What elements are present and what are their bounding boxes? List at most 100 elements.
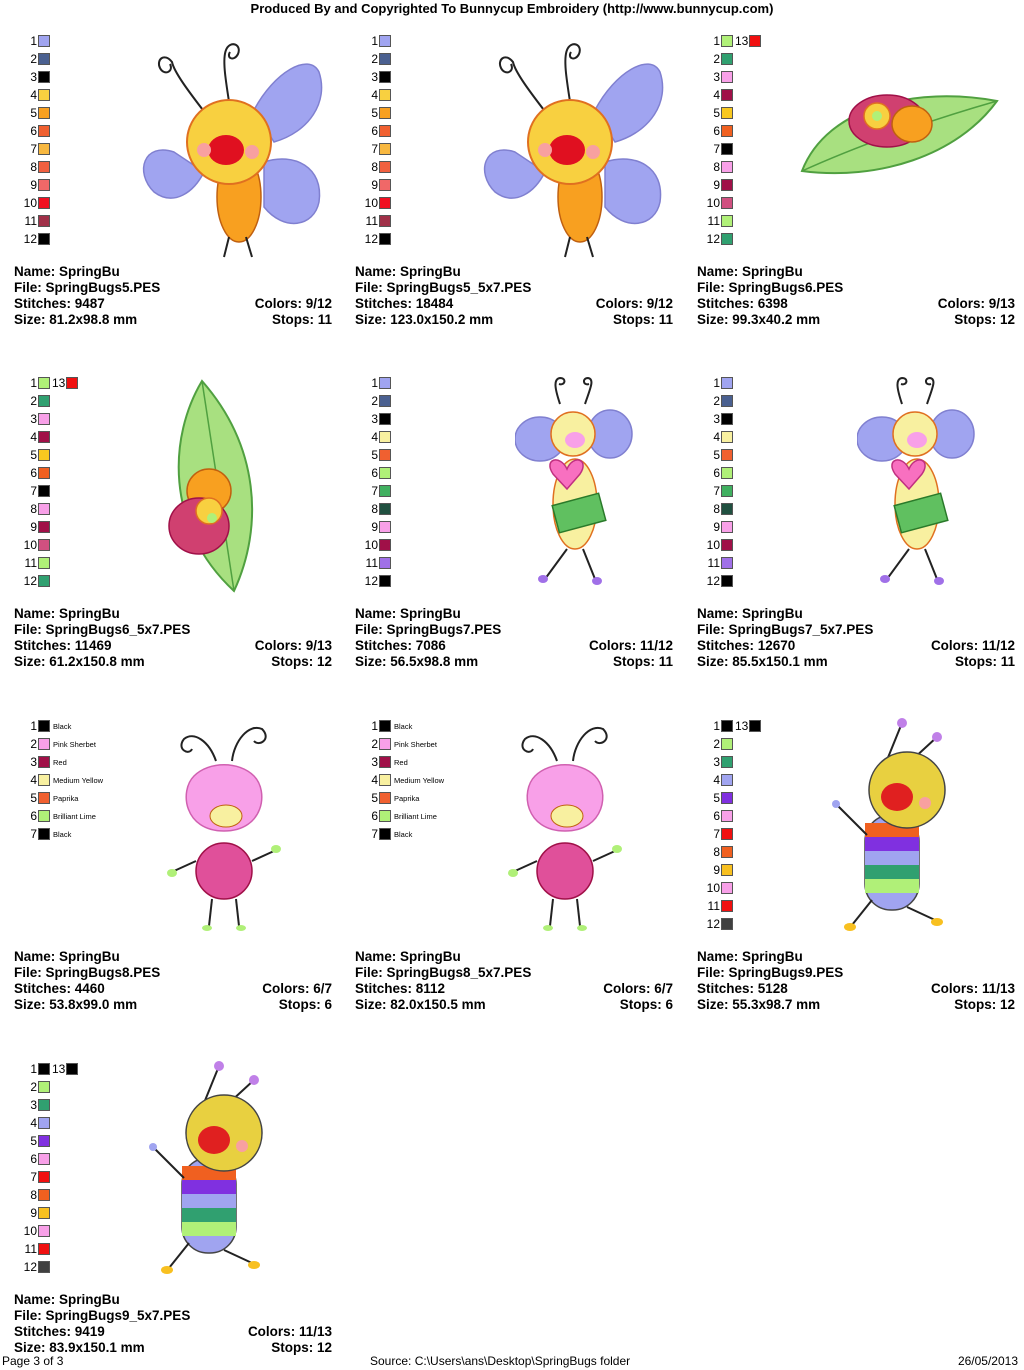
file-name-label: File: [14,622,46,637]
palette-row: 8 [701,500,733,518]
color-index: 12 [364,574,378,588]
color-swatch [379,53,391,65]
palette-row: 4 [18,428,50,446]
design-card: 1 2 3 4 5 6 7 8 9 10 11 12 Name: SpringBu File: Spri… [697,366,1017,696]
stop-count-value: 12 [316,654,332,669]
file-name-line: File: SpringBugs9_5x7.PES [14,1308,332,1324]
stop-count-field: Stops: 12 [271,654,332,670]
stitch-count-line: Stitches: 9487 Colors: 9/12 [14,296,332,312]
palette-row: 2 [701,50,733,68]
thread-name: Paprika [53,793,79,803]
color-index: 3 [713,755,720,769]
palette-row: 9 [18,176,50,194]
thread-name: Brilliant Lime [394,811,437,821]
color-swatch [721,431,733,443]
palette-row: 8 [18,1186,50,1204]
color-swatch [379,143,391,155]
color-swatch [379,449,391,461]
stitch-count-value: 11469 [74,638,112,653]
extra-color-swatch [66,1063,79,1075]
color-index: 10 [364,196,378,210]
color-count-value: 9/13 [988,296,1015,311]
file-name-line: File: SpringBugs5_5x7.PES [355,280,673,296]
color-swatch [38,143,50,155]
stop-count-label: Stops: [954,997,1000,1012]
color-count-value: 11/13 [981,981,1015,996]
color-index: 11 [365,556,378,570]
color-index: 2 [371,737,378,751]
palette-row: 6 [18,464,50,482]
stitch-count-line: Stitches: 18484 Colors: 9/12 [355,296,673,312]
design-size-line: Size: 99.3x40.2 mm Stops: 12 [697,312,1015,328]
file-name-label: File: [697,965,729,980]
file-name-value: SpringBugs7.PES [386,622,502,637]
color-swatch [721,125,733,137]
file-name-line: File: SpringBugs7_5x7.PES [697,622,1015,638]
extra-color-swatch [749,35,762,47]
palette-row: 7 [701,482,733,500]
color-swatch [38,125,50,137]
color-swatch [379,197,391,209]
color-index: 6 [713,809,720,823]
color-swatch [721,503,733,515]
stitch-count-line: Stitches: 11469 Colors: 9/13 [14,638,332,654]
thread-name: Pink Sherbet [53,739,96,749]
color-swatch [379,810,391,822]
design-size-line: Size: 55.3x98.7 mm Stops: 12 [697,997,1015,1013]
color-swatch [38,1225,50,1237]
color-swatch [379,215,391,227]
color-swatch [379,720,391,732]
stop-count-field: Stops: 11 [613,312,673,328]
file-name-value: SpringBugs9.PES [728,965,844,980]
color-index: 9 [713,178,720,192]
color-index: 2 [713,737,720,751]
palette-row: 1 Black [359,717,412,735]
stitch-count-label: Stitches: [14,1324,75,1339]
palette-row: 10 [359,194,391,212]
color-count-label: Colors: [603,981,655,996]
color-count-value: 11/12 [981,638,1015,653]
stop-count-label: Stops: [954,312,1000,327]
file-name-value: SpringBugs6.PES [728,280,844,295]
color-index: 11 [24,556,37,570]
color-index: 8 [30,502,37,516]
color-swatch [721,521,733,533]
design-info: Name: SpringBu File: SpringBugs8_5x7.PES S… [355,949,673,1013]
color-index: 10 [706,538,720,552]
palette-row: 9 [701,861,733,879]
stitch-count-label: Stitches: [14,981,75,996]
color-index: 8 [30,160,37,174]
color-index: 10 [23,538,37,552]
palette-row: 3 [18,1096,50,1114]
design-name-line: Name: SpringBu [355,264,673,280]
color-index: 3 [713,70,720,84]
color-index: 1 [713,719,720,733]
color-count-label: Colors: [937,296,989,311]
color-index: 8 [371,160,378,174]
stop-count-value: 11 [658,312,673,327]
palette-row: 10 [701,879,733,897]
color-swatch [721,864,733,876]
color-count-label: Colors: [262,981,314,996]
stop-count-field: Stops: 11 [613,654,673,670]
design-card: 1 2 3 4 5 6 7 8 9 10 11 12 Name: SpringBu File: Spri… [355,24,675,354]
palette-row: 12 [359,230,391,248]
file-name-line: File: SpringBugs8_5x7.PES [355,965,673,981]
palette-row: 3 Red [359,753,407,771]
page-header: Produced By and Copyrighted To Bunnycup … [0,0,1024,18]
color-index: 7 [30,1170,37,1184]
color-swatch [38,179,50,191]
color-count-field: Colors: 11/13 [931,981,1015,997]
stop-count-label: Stops: [271,654,317,669]
stitch-count-line: Stitches: 5128 Colors: 11/13 [697,981,1015,997]
color-swatch [379,125,391,137]
color-swatch [379,774,391,786]
color-swatch [38,53,50,65]
color-index: 5 [371,791,378,805]
design-size-line: Size: 61.2x150.8 mm Stops: 12 [14,654,332,670]
color-swatch [38,738,50,750]
stop-count-field: Stops: 6 [620,997,673,1013]
color-swatch [38,233,50,245]
palette-row: 2 [701,735,733,753]
extra-color-swatch [749,720,762,732]
